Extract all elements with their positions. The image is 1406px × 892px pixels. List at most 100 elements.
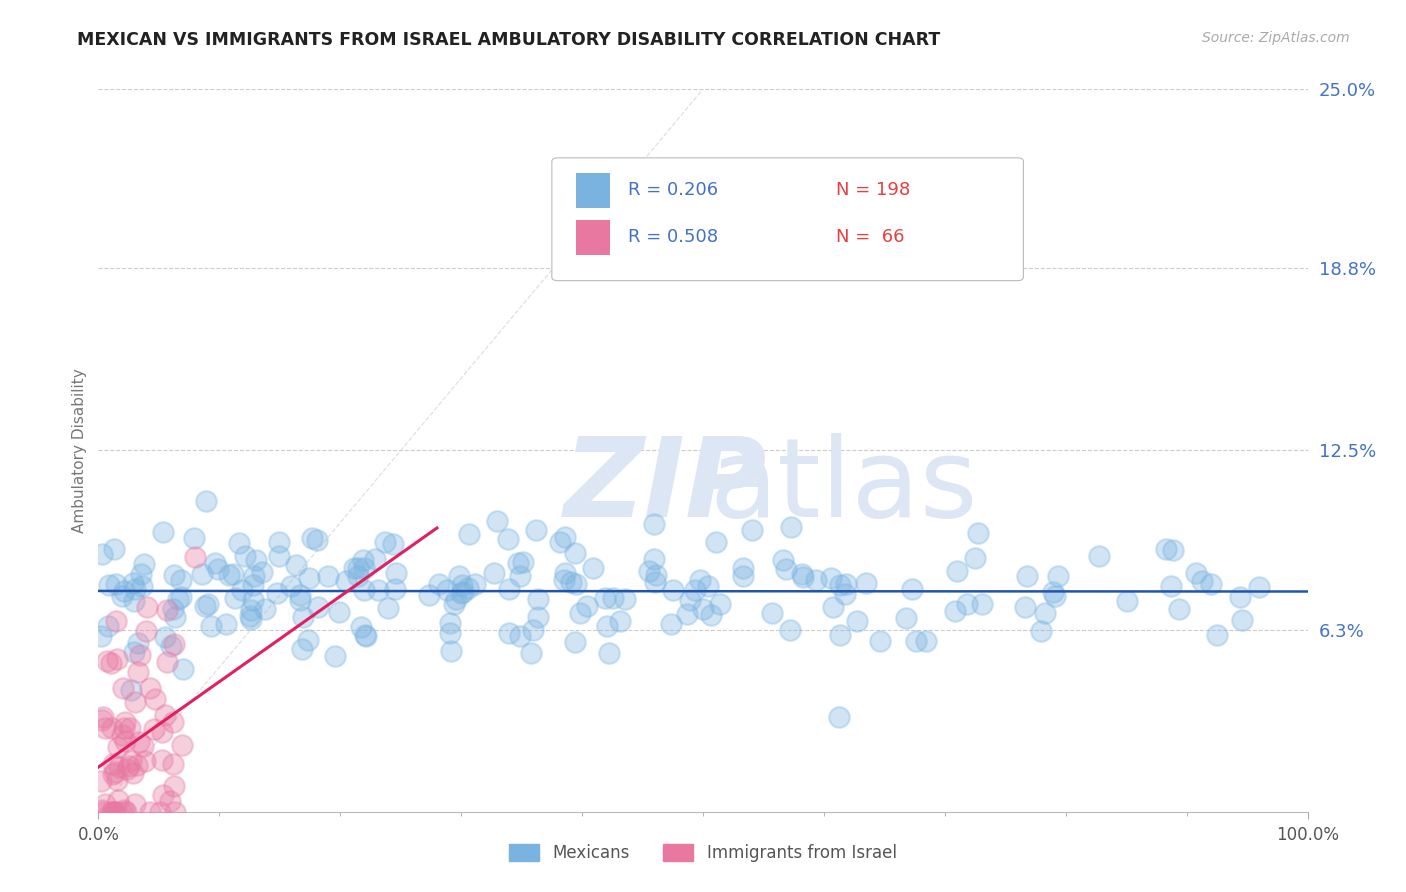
Point <box>451 585 474 599</box>
Point <box>267 535 290 549</box>
Point <box>131 566 153 581</box>
Point <box>512 555 534 569</box>
Point <box>111 681 134 695</box>
Point <box>200 618 222 632</box>
Point <box>285 558 308 573</box>
Point <box>1047 569 1070 583</box>
Point <box>439 626 461 640</box>
Text: atlas: atlas <box>709 434 977 540</box>
Point <box>697 579 720 593</box>
Point <box>150 753 173 767</box>
Point <box>105 615 128 629</box>
Point <box>163 610 186 624</box>
Point <box>560 574 582 589</box>
Point <box>731 561 754 575</box>
Point <box>156 655 179 669</box>
Point <box>290 593 312 607</box>
Point <box>689 574 711 588</box>
Point <box>288 589 311 603</box>
Point <box>132 739 155 753</box>
Point <box>821 600 844 615</box>
Point <box>90 774 112 789</box>
Point <box>458 527 481 541</box>
Bar <box>576 173 610 208</box>
Point <box>149 805 172 819</box>
Point <box>128 735 150 749</box>
Point <box>101 721 124 735</box>
Point <box>124 695 146 709</box>
Point <box>135 599 157 614</box>
Point <box>943 603 966 617</box>
Point <box>595 591 617 605</box>
Point <box>1161 543 1184 558</box>
Point <box>834 587 856 601</box>
Point <box>152 525 174 540</box>
Point <box>1168 601 1191 615</box>
Point <box>242 578 264 592</box>
Point <box>582 561 605 575</box>
Point <box>183 550 205 565</box>
Point <box>167 592 190 607</box>
Point <box>564 634 586 648</box>
Point <box>659 617 682 632</box>
Point <box>207 562 229 576</box>
Point <box>550 534 572 549</box>
Point <box>239 603 262 617</box>
Point <box>1201 577 1223 591</box>
Point <box>145 691 167 706</box>
Point <box>231 582 253 597</box>
Point <box>96 654 118 668</box>
Point <box>254 602 277 616</box>
Point <box>446 592 468 607</box>
Point <box>111 805 134 819</box>
Point <box>1232 613 1254 627</box>
Point <box>105 772 128 787</box>
Point <box>498 582 520 597</box>
Point <box>894 610 917 624</box>
Point <box>643 517 665 532</box>
Point <box>104 805 127 819</box>
Point <box>967 525 990 540</box>
Point <box>436 583 458 598</box>
Point <box>267 549 290 564</box>
Point <box>385 566 408 580</box>
Point <box>122 766 145 780</box>
Point <box>162 637 184 651</box>
Point <box>384 582 406 597</box>
Text: Source: ZipAtlas.com: Source: ZipAtlas.com <box>1202 31 1350 45</box>
Point <box>1116 594 1139 608</box>
Point <box>1088 549 1111 563</box>
Point <box>1043 589 1066 603</box>
Point <box>120 682 142 697</box>
Text: R = 0.508: R = 0.508 <box>628 228 718 246</box>
Point <box>100 656 122 670</box>
Point <box>115 762 138 776</box>
Point <box>596 619 619 633</box>
Point <box>215 616 238 631</box>
Point <box>266 585 288 599</box>
Point <box>318 569 340 583</box>
Point <box>956 598 979 612</box>
Point <box>709 597 731 611</box>
Point <box>100 805 122 819</box>
Point <box>118 759 141 773</box>
Point <box>105 652 128 666</box>
Point <box>112 804 135 818</box>
Point <box>98 578 121 592</box>
Point <box>142 723 165 737</box>
Point <box>298 571 321 585</box>
Point <box>643 552 665 566</box>
Point <box>245 552 267 566</box>
Point <box>242 592 264 607</box>
Point <box>1185 566 1208 581</box>
Point <box>1033 606 1056 620</box>
Point <box>792 570 814 584</box>
Point <box>139 681 162 695</box>
Point <box>307 600 329 615</box>
Point <box>129 648 152 662</box>
Point <box>111 728 134 742</box>
Point <box>297 633 319 648</box>
Point <box>101 756 124 771</box>
Point <box>354 628 377 642</box>
Point <box>554 566 576 580</box>
